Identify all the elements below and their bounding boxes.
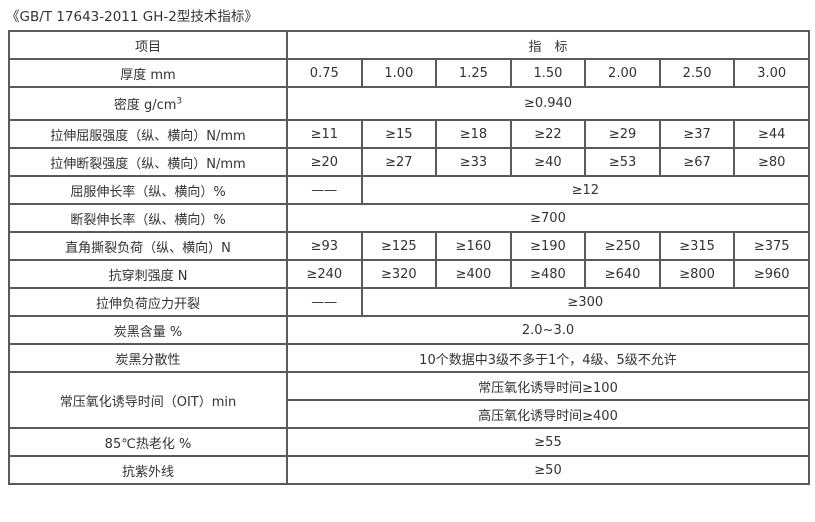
value-cell: ≥11 [286,119,363,149]
value-cell: 高压氧化诱导时间≥400 [286,399,810,429]
row-label: 厚度 mm [8,58,288,88]
row-label-text: 密度 g/cm [113,98,177,113]
row-label-text: 直角撕裂负荷（纵、横向）N [65,240,231,256]
value-cell: ≥125 [360,231,438,261]
value-cell: ≥800 [658,259,736,289]
row-label: 断裂伸长率（纵、横向）% [8,203,288,233]
value-cell: ≥44 [733,119,810,149]
value-cell: ≥93 [286,231,363,261]
value-cell: ≥55 [286,427,810,457]
row-label: 炭黑分散性 [8,343,288,373]
value-cell: ≥640 [584,259,661,289]
row-label-text: 断裂伸长率（纵、横向）% [70,212,226,228]
row-label: 85℃热老化 % [8,427,288,457]
value-cell: ≥12 [360,175,811,205]
value-cell: ≥27 [360,147,438,177]
row-label: 抗紫外线 [8,455,288,485]
value-cell: ≥15 [360,119,438,149]
value-cell: ≥320 [360,259,438,289]
value-cell: ≥160 [435,231,512,261]
value-cell: ≥22 [509,119,587,149]
value-cell: ≥700 [286,203,810,233]
value-cell: 常压氧化诱导时间≥100 [286,371,810,401]
value-cell: 2.00 [584,58,661,88]
spec-table: 项目 指 标 厚度 mm 0.75 1.00 1.25 1.50 2.00 2.50 3.00… [8,30,811,485]
value-cell: 1.00 [360,58,438,88]
row-label-text: 厚度 mm [120,67,176,83]
document-title: 《GB/T 17643-2011 GH-2型技术指标》 [6,9,258,25]
value-cell: ≥375 [733,231,810,261]
value-cell: ≥480 [509,259,587,289]
value-cell: ≥40 [509,147,587,177]
value-cell: ≥18 [435,119,512,149]
table-row: 抗紫外线 ≥50 [8,455,810,485]
row-label: 屈服伸长率（纵、横向）% [8,175,288,205]
value-cell: ≥37 [658,119,736,149]
row-label-text: 抗紫外线 [121,464,174,480]
value-cell: ≥400 [435,259,512,289]
table-row: 断裂伸长率（纵、横向）% ≥700 [8,203,810,233]
row-label-text: 拉伸屈服强度（纵、横向）N/mm [50,128,246,144]
value-cell: ≥315 [658,231,736,261]
row-label-text: 炭黑分散性 [115,352,181,368]
value-cell: 2.0~3.0 [286,315,810,345]
value-cell: ≥53 [584,147,661,177]
row-label: 常压氧化诱导时间（OIT）min [8,371,288,429]
value-cell: ≥50 [286,455,810,485]
value-cell: 3.00 [733,58,810,88]
row-label-text: 拉伸断裂强度（纵、横向）N/mm [50,156,246,172]
table-header-row: 项目 指 标 [8,30,810,60]
row-label: 拉伸断裂强度（纵、横向）N/mm [8,147,288,177]
value-cell: ≥250 [584,231,661,261]
table-row: 拉伸负荷应力开裂 —— ≥300 [8,287,811,317]
row-label-text: 炭黑含量 % [113,324,183,340]
header-item: 项目 [8,30,288,60]
row-label-text: 常压氧化诱导时间（OIT）min [59,394,237,410]
value-cell: ≥960 [733,259,810,289]
value-cell: 2.50 [658,58,736,88]
table-row: 密度 g/cm3 ≥0.940 [8,86,810,121]
value-cell: 10个数据中3级不多于1个，4级、5级不允许 [286,343,810,373]
row-label: 拉伸屈服强度（纵、横向）N/mm [8,119,288,149]
value-cell: ≥0.940 [286,86,810,121]
row-label-text: 85℃热老化 % [104,436,192,452]
table-row: 常压氧化诱导时间（OIT）min 常压氧化诱导时间≥100 [8,371,810,429]
header-value: 指 标 [286,30,810,60]
table-row: 炭黑含量 % 2.0~3.0 [8,315,810,345]
superscript: 3 [176,96,183,107]
table-row: 直角撕裂负荷（纵、横向）N ≥93 ≥125 ≥160 ≥190 ≥250 ≥315 ≥375 [8,231,810,261]
row-label-text: 拉伸负荷应力开裂 [95,296,200,312]
row-label: 抗穿刺强度 N [8,259,288,289]
value-cell: ≥33 [435,147,512,177]
table-row: 高压氧化诱导时间≥400 [9,399,810,429]
value-cell: ≥190 [509,231,587,261]
table-row: 拉伸断裂强度（纵、横向）N/mm ≥20 ≥27 ≥33 ≥40 ≥53 ≥67 ≥80 [8,147,810,177]
value-cell: ≥20 [286,147,363,177]
value-cell: 0.75 [286,58,363,88]
value-cell: ≥240 [286,259,363,289]
row-label-text: 屈服伸长率（纵、横向）% [70,184,226,200]
table-row: 拉伸屈服强度（纵、横向）N/mm ≥11 ≥15 ≥18 ≥22 ≥29 ≥37 ≥44 [8,119,810,149]
row-label: 直角撕裂负荷（纵、横向）N [8,231,288,261]
value-cell: ≥80 [733,147,810,177]
table-row: 抗穿刺强度 N ≥240 ≥320 ≥400 ≥480 ≥640 ≥800 ≥960 [8,259,810,289]
row-label: 炭黑含量 % [8,315,288,345]
table-row: 炭黑分散性 10个数据中3级不多于1个，4级、5级不允许 [8,343,810,373]
table-row: 屈服伸长率（纵、横向）% —— ≥12 [8,175,811,205]
row-label-text: 抗穿刺强度 N [108,268,188,284]
value-cell: ≥300 [360,287,811,317]
table-row: 厚度 mm 0.75 1.00 1.25 1.50 2.00 2.50 3.00 [8,58,810,88]
table-row: 85℃热老化 % ≥55 [8,427,810,457]
value-cell: —— [286,287,363,317]
row-label: 密度 g/cm3 [8,86,288,121]
value-cell: 1.50 [509,58,587,88]
value-cell: ≥67 [658,147,736,177]
value-cell: ≥29 [584,119,661,149]
value-cell: 1.25 [435,58,512,88]
value-cell: —— [286,175,363,205]
row-label: 拉伸负荷应力开裂 [8,287,288,317]
